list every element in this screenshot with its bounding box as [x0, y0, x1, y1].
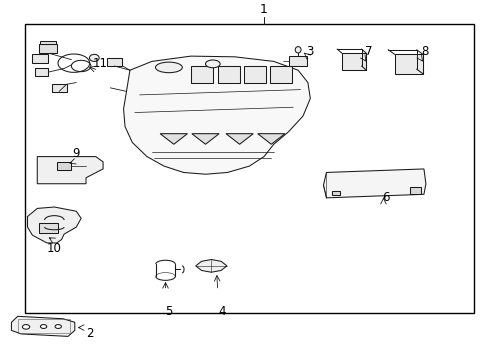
Polygon shape: [27, 207, 81, 243]
Text: 2: 2: [86, 328, 93, 341]
Ellipse shape: [295, 46, 301, 53]
Bar: [39, 223, 58, 233]
Bar: [57, 162, 71, 170]
Bar: [289, 56, 306, 66]
Bar: [52, 84, 66, 92]
Bar: [244, 66, 266, 82]
Bar: [394, 54, 422, 74]
Text: 4: 4: [218, 305, 226, 318]
Bar: [18, 319, 70, 333]
Polygon shape: [37, 157, 103, 184]
Text: 3: 3: [306, 45, 313, 58]
Ellipse shape: [205, 60, 220, 68]
Bar: [190, 66, 212, 82]
Text: 8: 8: [420, 45, 427, 58]
Ellipse shape: [155, 62, 182, 73]
Bar: [39, 45, 57, 53]
Polygon shape: [160, 134, 187, 144]
Polygon shape: [195, 260, 226, 272]
Text: 1: 1: [260, 3, 267, 15]
Bar: [32, 54, 48, 63]
Bar: [35, 68, 48, 76]
Text: 7: 7: [365, 45, 372, 58]
Bar: [341, 53, 366, 70]
Polygon shape: [323, 169, 425, 198]
Bar: [409, 187, 420, 194]
Ellipse shape: [55, 325, 61, 328]
Text: 6: 6: [382, 191, 389, 204]
Ellipse shape: [41, 325, 47, 328]
Bar: [25, 24, 473, 314]
Polygon shape: [225, 134, 253, 144]
Polygon shape: [257, 134, 285, 144]
Ellipse shape: [89, 54, 99, 62]
Bar: [217, 66, 239, 82]
Polygon shape: [191, 134, 219, 144]
Text: 9: 9: [72, 147, 80, 160]
Polygon shape: [11, 316, 75, 336]
Text: 5: 5: [165, 305, 172, 318]
Bar: [331, 191, 339, 195]
Bar: [40, 41, 56, 45]
Bar: [107, 58, 122, 66]
Text: 11: 11: [93, 57, 108, 70]
Ellipse shape: [22, 325, 30, 329]
Text: 10: 10: [47, 242, 61, 255]
Polygon shape: [123, 56, 310, 174]
Bar: [270, 66, 292, 82]
